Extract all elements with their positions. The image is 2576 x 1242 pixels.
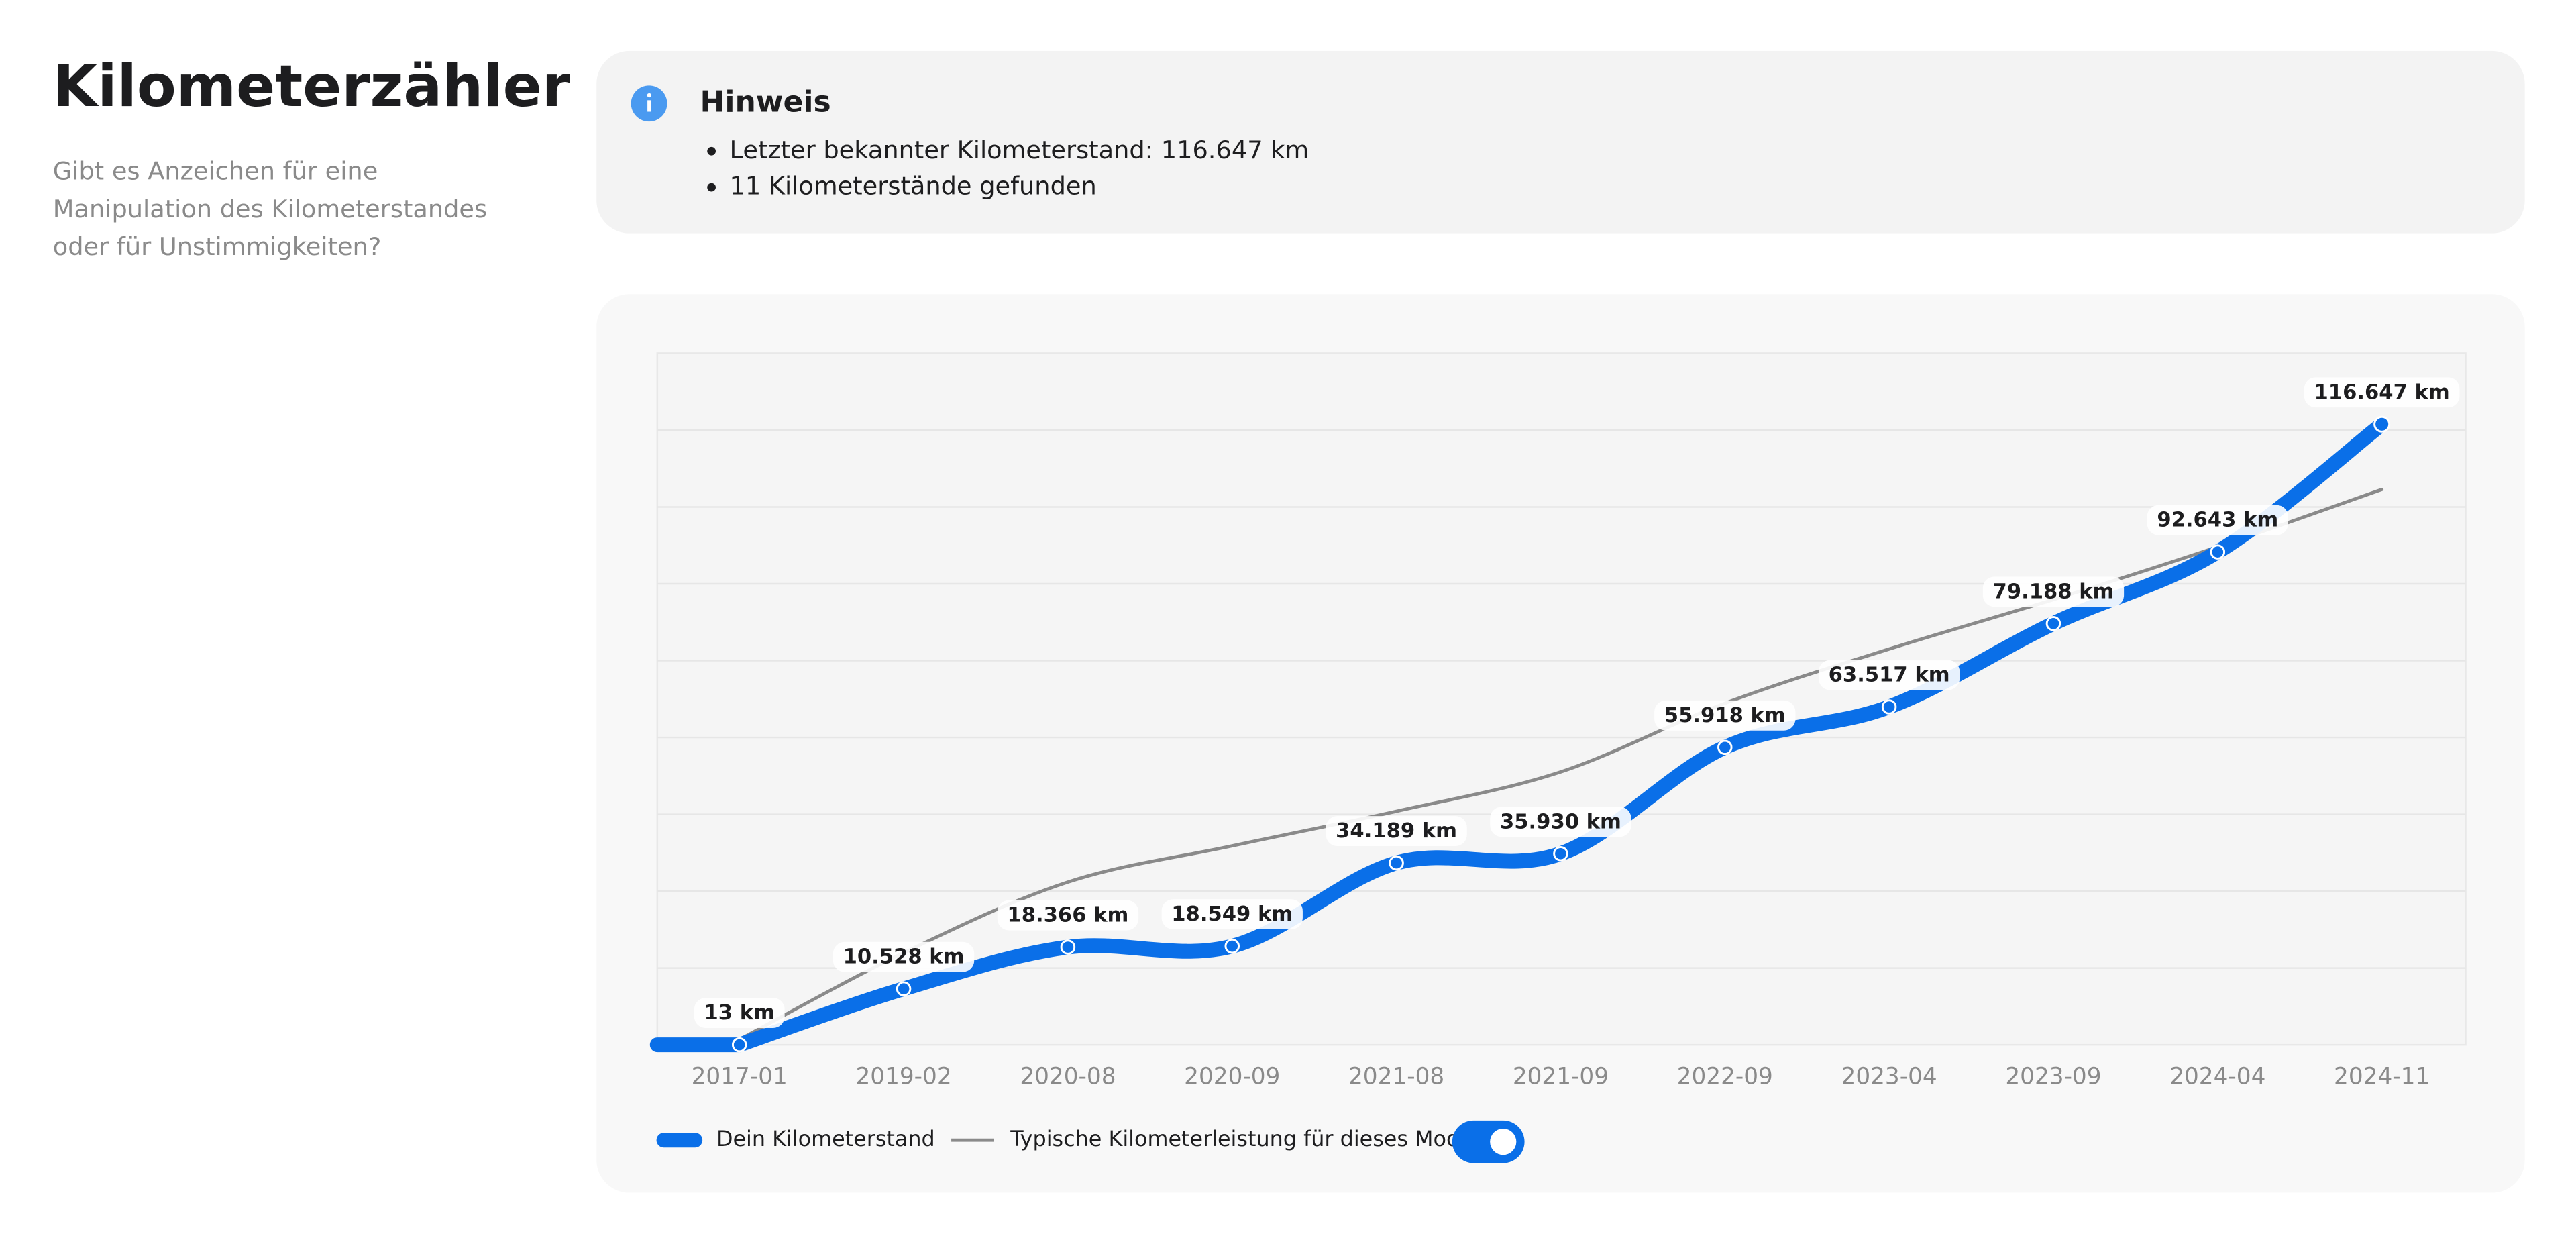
x-tick-label: 2024-11: [2334, 1064, 2430, 1090]
data-point: [896, 981, 912, 996]
x-tick-label: 2023-09: [2005, 1064, 2101, 1090]
page-title: Kilometerzähler: [53, 53, 570, 120]
data-point: [1717, 739, 1733, 756]
x-tick-label: 2017-01: [692, 1064, 788, 1090]
notice-card: [596, 50, 2525, 234]
notice-item: Letzter bekannter Kilometerstand: 116.64…: [730, 136, 1309, 164]
x-tick-label: 2020-08: [1020, 1064, 1116, 1090]
x-tick-label: 2021-08: [1348, 1064, 1444, 1090]
notice-item: 11 Kilometerstände gefunden: [730, 172, 1097, 201]
x-tick-label: 2020-09: [1184, 1064, 1280, 1090]
data-point: [1389, 855, 1404, 871]
data-point: [1881, 699, 1897, 715]
data-point: [2045, 616, 2061, 631]
value-label-bg: [1818, 660, 1960, 690]
data-point: [1060, 939, 1076, 955]
toggle-knob[interactable]: [1490, 1129, 1517, 1155]
value-label: 92.643 km: [2157, 509, 2278, 532]
value-label: 18.549 km: [1171, 902, 1293, 926]
bullet: [707, 146, 716, 156]
info-icon-stem: [647, 100, 651, 112]
data-point: [1553, 846, 1568, 862]
value-label-bg: [2304, 377, 2460, 408]
x-tick-label: 2024-04: [2169, 1064, 2265, 1090]
value-label: 18.366 km: [1007, 904, 1128, 927]
data-point: [2373, 415, 2391, 433]
legend-label: Dein Kilometerstand: [716, 1126, 935, 1151]
description: Gibt es Anzeichen für eine: [53, 157, 378, 186]
value-label: 10.528 km: [843, 945, 965, 969]
value-label-bg: [1654, 700, 1796, 731]
data-point: [1224, 938, 1240, 954]
value-label: 63.517 km: [1829, 664, 1950, 687]
x-tick-label: 2022-09: [1677, 1064, 1773, 1090]
data-point: [731, 1037, 747, 1053]
legend-label: Typische Kilometerleistung für dieses Mo…: [1010, 1126, 1485, 1151]
bullet: [707, 183, 716, 192]
value-label-bg: [833, 941, 975, 972]
chart: 2017-01 2019-02 2020-08 2020-09 2021-08 2021-…: [649, 377, 2460, 1151]
x-tick-label: 2019-02: [855, 1064, 951, 1090]
value-label: 34.189 km: [1336, 819, 1457, 843]
value-label-bg: [1326, 816, 1467, 846]
value-label: 79.188 km: [1992, 580, 2114, 603]
x-tick-label: 2021-09: [1513, 1064, 1609, 1090]
x-tick-label: 2023-04: [1841, 1064, 1937, 1090]
plot-area: [656, 352, 2467, 1046]
value-label-bg: [1982, 576, 2125, 607]
value-label: 55.918 km: [1664, 704, 1786, 727]
value-label-bg: [694, 998, 785, 1028]
info-icon-dot: [647, 93, 651, 98]
value-label-bg: [1161, 899, 1303, 929]
value-label: 116.647 km: [2314, 380, 2450, 404]
value-label-bg: [1490, 807, 1631, 837]
description: Manipulation des Kilometerstandes: [53, 195, 487, 223]
description: oder für Unstimmigkeiten?: [53, 232, 382, 261]
value-label-bg: [2147, 505, 2288, 535]
notice-title: Hinweis: [700, 85, 830, 119]
value-label: 13 km: [704, 1001, 775, 1025]
value-label: 35.930 km: [1500, 810, 1621, 833]
value-label-bg: [997, 900, 1139, 931]
data-point: [2210, 544, 2226, 560]
